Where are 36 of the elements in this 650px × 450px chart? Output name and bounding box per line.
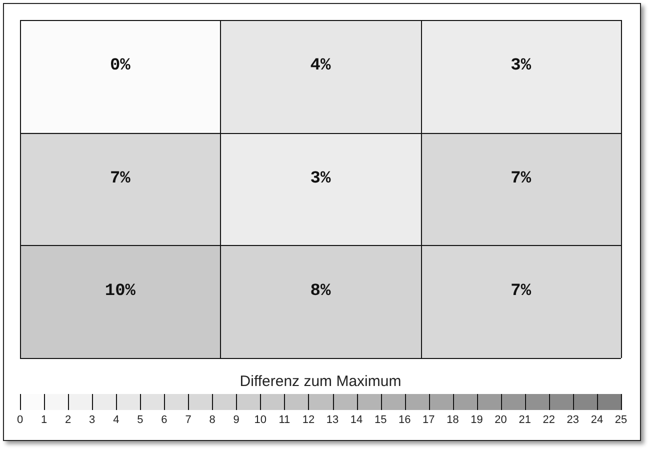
data-label: 3% <box>510 56 532 76</box>
data-label: 0% <box>110 56 132 76</box>
color-bar-label: 17 <box>422 414 435 426</box>
color-bar-label: 16 <box>398 414 411 426</box>
color-bar-label: 20 <box>494 414 507 426</box>
data-label: 7% <box>510 169 532 188</box>
data-label: 7% <box>110 169 132 188</box>
color-bar-label: 19 <box>470 414 483 426</box>
color-bar-label: 1 <box>40 414 48 426</box>
color-bar-title: Differenz zum Maximum <box>240 373 402 390</box>
data-label: 7% <box>510 282 532 301</box>
color-bar-label: 18 <box>446 414 459 426</box>
color-bar-label: 25 <box>614 414 628 426</box>
color-bar-label: 23 <box>566 414 580 426</box>
color-bar-label: 21 <box>518 414 531 426</box>
color-bar-label: 8 <box>209 414 216 426</box>
color-bar-label: 0 <box>16 414 24 426</box>
data-label: 3% <box>310 169 332 188</box>
color-bar-label: 11 <box>278 414 290 426</box>
color-bar-label: 4 <box>113 414 120 426</box>
data-label: 10% <box>104 282 136 301</box>
color-bar-label: 6 <box>161 414 168 426</box>
color-bar-label: 13 <box>326 414 339 426</box>
data-label: 4% <box>310 56 332 76</box>
color-bar-label: 7 <box>185 414 192 426</box>
color-bar-label: 9 <box>233 414 240 426</box>
color-bar-label: 22 <box>542 414 556 426</box>
color-bar-label: 15 <box>374 414 387 426</box>
color-bar-label: 3 <box>89 414 96 426</box>
color-bar-label: 12 <box>302 414 315 426</box>
data-label: 8% <box>310 282 332 301</box>
color-bar-label: 5 <box>137 414 144 426</box>
color-bar-label: 2 <box>65 414 72 426</box>
color-bar-label: 14 <box>350 414 363 426</box>
color-bar-label: 24 <box>590 414 604 426</box>
color-bar-label: 10 <box>254 414 267 426</box>
